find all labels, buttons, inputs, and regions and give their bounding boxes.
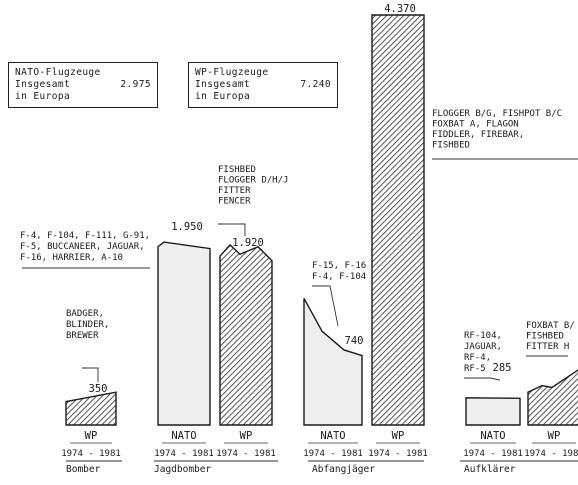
group-label-aufkl-rer: Aufklärer xyxy=(464,464,516,475)
aircraft-label-jagdbomber-nato: F-5, BUCCANEER, JAGUAR, xyxy=(20,242,145,252)
group-label-abfangj-ger: Abfangjäger xyxy=(312,464,375,475)
aircraft-label-jagdbomber-wp: FLOGGER D/H/J xyxy=(218,176,288,186)
aircraft-label-abfangj-ger-nato: F-4, F-104 xyxy=(312,272,366,282)
aircraft-label-aufkl-rer-nato: JAGUAR, xyxy=(464,342,502,352)
bar-bomber-wp xyxy=(65,391,117,426)
value-label-bomber-wp: 350 xyxy=(89,383,108,395)
years-label-abfangj-ger-wp: 1974 - 1981 xyxy=(368,449,428,459)
leader-line-abfangj-ger-nato xyxy=(312,285,339,327)
bar-abfangj-ger-nato xyxy=(303,298,363,426)
aircraft-label-abfangj-ger-nato: F-15, F-16 xyxy=(312,261,366,271)
wp-summary-row: Insgesamt 7.240 xyxy=(195,79,331,91)
side-label-bomber-wp: WP xyxy=(85,430,98,442)
nato-summary-box: NATO-Flugzeuge Insgesamt 2.975 in Europa xyxy=(8,62,158,108)
nato-summary-row: Insgesamt 2.975 xyxy=(15,79,151,91)
value-label-jagdbomber-wp: 1.920 xyxy=(232,237,264,249)
side-label-jagdbomber-nato: NATO xyxy=(171,430,196,442)
aircraft-label-bomber-wp: BREWER xyxy=(66,331,99,341)
years-label-jagdbomber-wp: 1974 - 1981 xyxy=(216,449,276,459)
value-label-jagdbomber-nato: 1.950 xyxy=(171,221,203,233)
group-label-jagdbomber: Jagdbomber xyxy=(154,464,211,475)
nato-summary-label: Insgesamt xyxy=(15,79,71,90)
aircraft-label-jagdbomber-nato: F-4, F-104, F-111, G-91, xyxy=(20,231,150,241)
years-label-jagdbomber-nato: 1974 - 1981 xyxy=(154,449,214,459)
bar-abfangj-ger-wp xyxy=(371,14,425,426)
aircraft-label-aufkl-rer-nato: RF-104, xyxy=(464,331,502,341)
wp-summary-title: WP-Flugzeuge xyxy=(195,67,269,78)
leader-line-aufkl-rer-nato xyxy=(464,377,501,381)
aircraft-label-jagdbomber-nato: F-16, HARRIER, A-10 xyxy=(20,253,123,263)
side-label-abfangj-ger-wp: WP xyxy=(392,430,405,442)
group-label-bomber: Bomber xyxy=(66,464,101,475)
aircraft-label-aufkl-rer-wp: FOXBAT B/ xyxy=(526,321,575,331)
leader-line-bomber-wp xyxy=(82,367,99,382)
aircraft-label-abfangj-ger-wp: FISHBED xyxy=(432,141,470,151)
aircraft-label-aufkl-rer-nato: RF-5 xyxy=(464,364,486,374)
wp-summary-label: Insgesamt xyxy=(195,79,251,90)
years-label-aufkl-rer-nato: 1974 - 1981 xyxy=(463,449,523,459)
years-label-aufkl-rer-wp: 1974 - 1981 xyxy=(524,449,578,459)
bar-jagdbomber-nato xyxy=(157,241,211,426)
nato-summary-value: 2.975 xyxy=(120,79,151,90)
leader-line-jagdbomber-wp xyxy=(218,223,246,236)
side-label-aufkl-rer-wp: WP xyxy=(548,430,561,442)
aircraft-label-jagdbomber-wp: FISHBED xyxy=(218,165,256,175)
years-label-bomber-wp: 1974 - 1981 xyxy=(61,449,121,459)
aircraft-label-abfangj-ger-wp: FIDDLER, FIREBAR, xyxy=(432,130,524,140)
aircraft-label-jagdbomber-wp: FITTER xyxy=(218,186,251,196)
nato-summary-title: NATO-Flugzeuge xyxy=(15,67,101,78)
wp-summary-region: in Europa xyxy=(195,91,251,102)
side-label-jagdbomber-wp: WP xyxy=(240,430,253,442)
aircraft-label-aufkl-rer-nato: RF-4, xyxy=(464,353,491,363)
aircraft-label-jagdbomber-wp: FENCER xyxy=(218,197,251,207)
value-label-abfangj-ger-wp: 4.370 xyxy=(384,3,416,15)
years-label-abfangj-ger-nato: 1974 - 1981 xyxy=(303,449,363,459)
wp-summary-box: WP-Flugzeuge Insgesamt 7.240 in Europa xyxy=(188,62,338,108)
bar-aufkl-rer-nato xyxy=(465,397,521,426)
side-label-aufkl-rer-nato: NATO xyxy=(480,430,505,442)
aircraft-label-abfangj-ger-wp: FLOGGER B/G, FISHPOT B/C xyxy=(432,109,562,119)
aircraft-label-bomber-wp: BLINDER, xyxy=(66,320,109,330)
value-label-aufkl-rer-nato: 285 xyxy=(493,362,512,374)
wp-summary-value: 7.240 xyxy=(300,79,331,90)
aircraft-label-aufkl-rer-wp: FITTER H xyxy=(526,342,569,352)
value-label-abfangj-ger-nato: 740 xyxy=(345,335,364,347)
aircraft-label-aufkl-rer-wp: FISHBED xyxy=(526,332,564,342)
aircraft-label-bomber-wp: BADGER, xyxy=(66,309,104,319)
bar-jagdbomber-wp xyxy=(219,243,273,426)
side-label-abfangj-ger-nato: NATO xyxy=(320,430,345,442)
nato-summary-region: in Europa xyxy=(15,91,71,102)
bar-aufkl-rer-wp xyxy=(527,369,578,426)
aircraft-label-abfangj-ger-wp: FOXBAT A, FLAGON xyxy=(432,120,519,130)
